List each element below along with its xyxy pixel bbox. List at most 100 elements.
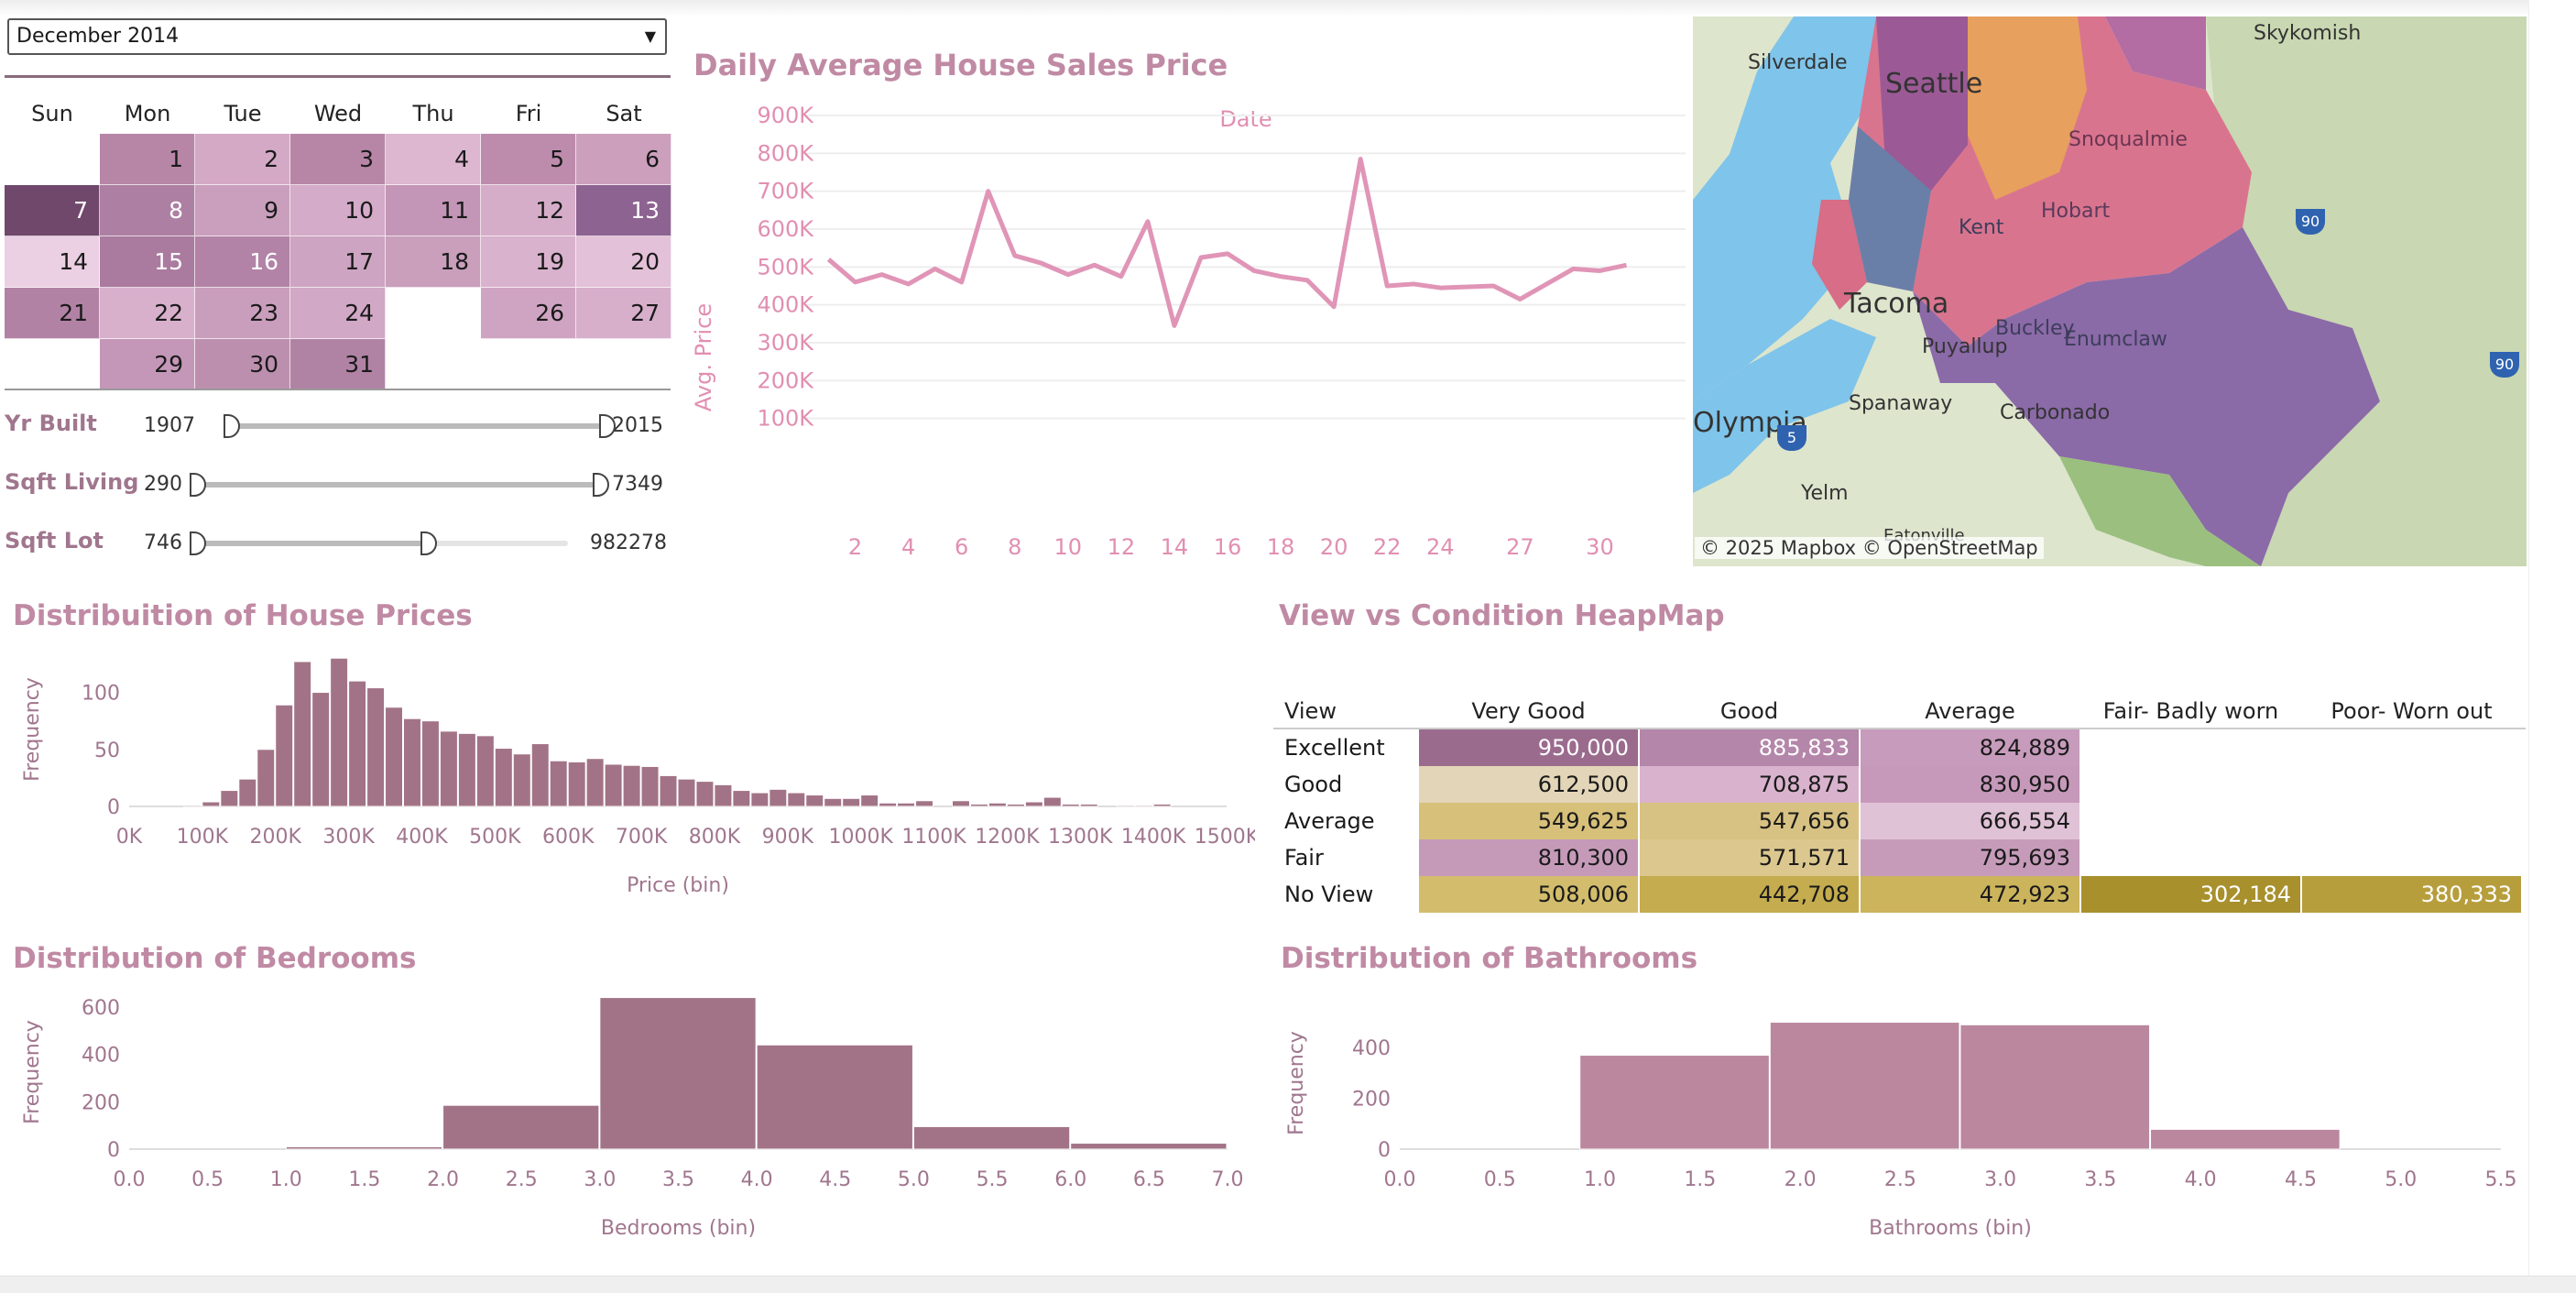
slider-min-handle[interactable] (190, 473, 206, 497)
histogram-bar[interactable] (293, 661, 312, 807)
histogram-bar[interactable] (530, 743, 550, 807)
heatmap-cell[interactable]: 547,656 (1640, 803, 1859, 839)
calendar-day-27[interactable]: 27 (576, 288, 671, 339)
histogram-bar[interactable] (275, 704, 294, 807)
map-view[interactable]: Skykomish Silverdale Seattle Snoqualmie … (1693, 16, 2527, 566)
histogram-bar[interactable] (366, 687, 386, 807)
calendar-day-31[interactable]: 31 (290, 339, 386, 390)
calendar-day-2[interactable]: 2 (195, 134, 290, 185)
calendar-day-7[interactable]: 7 (5, 185, 100, 236)
heatmap-cell[interactable]: 885,833 (1640, 729, 1859, 766)
histogram-bar[interactable] (787, 792, 806, 807)
month-dropdown[interactable]: December 2014 ▼ (7, 18, 667, 55)
histogram-bar[interactable] (1959, 1024, 2151, 1150)
calendar-day-4[interactable]: 4 (386, 134, 481, 185)
histogram-bar[interactable] (604, 763, 623, 807)
calendar-day-23[interactable]: 23 (195, 288, 290, 339)
calendar-day-15[interactable]: 15 (100, 236, 195, 288)
histogram-bar[interactable] (585, 758, 605, 807)
calendar-day-30[interactable]: 30 (195, 339, 290, 390)
histogram-bar[interactable] (695, 781, 715, 807)
histogram-bar[interactable] (805, 794, 824, 807)
histogram-bar[interactable] (677, 778, 696, 807)
histogram-bar[interactable] (238, 778, 257, 807)
calendar-day-18[interactable]: 18 (386, 236, 481, 288)
calendar-day-19[interactable]: 19 (481, 236, 576, 288)
calendar-day-16[interactable]: 16 (195, 236, 290, 288)
histogram-bar[interactable] (860, 794, 879, 807)
histogram-bar[interactable] (2150, 1128, 2341, 1150)
heatmap-cell[interactable]: 950,000 (1419, 729, 1638, 766)
heatmap-cell[interactable]: 708,875 (1640, 766, 1859, 803)
histogram-bar[interactable] (1579, 1055, 1770, 1150)
heatmap-cell[interactable]: 824,889 (1861, 729, 2079, 766)
heatmap-cell[interactable]: 666,554 (1861, 803, 2079, 839)
histogram-bar[interactable] (385, 707, 403, 807)
histogram-bar[interactable] (439, 730, 458, 807)
heatmap-cell[interactable]: 380,333 (2302, 876, 2521, 913)
histogram-bar[interactable] (457, 732, 476, 807)
heatmap-cell[interactable]: 612,500 (1419, 766, 1638, 803)
calendar-day-5[interactable]: 5 (481, 134, 576, 185)
histogram-bar[interactable] (330, 657, 349, 807)
histogram-bar[interactable] (1006, 804, 1025, 807)
histogram-bar[interactable] (220, 790, 239, 807)
heatmap-cell[interactable]: 442,708 (1640, 876, 1859, 913)
histogram-bar[interactable] (714, 783, 733, 807)
histogram-bar[interactable] (599, 997, 757, 1150)
histogram-bar[interactable] (969, 804, 988, 807)
map-attribution[interactable]: © 2025 Mapbox © OpenStreetMap (1695, 537, 2044, 559)
histogram-bar[interactable] (348, 680, 367, 807)
calendar-day-17[interactable]: 17 (290, 236, 386, 288)
histogram-bar[interactable] (879, 802, 898, 807)
price-line-series[interactable] (826, 157, 1628, 328)
calendar-day-20[interactable]: 20 (576, 236, 671, 288)
toolbar-bottom[interactable] (0, 1276, 2576, 1293)
histogram-bar[interactable] (952, 800, 970, 807)
heatmap-cell[interactable]: 571,571 (1640, 839, 1859, 876)
histogram-bar[interactable] (183, 805, 202, 807)
histogram-bar[interactable] (912, 1125, 1071, 1150)
histogram-bar[interactable] (750, 792, 770, 807)
calendar-day-21[interactable]: 21 (5, 288, 100, 339)
histogram-bar[interactable] (842, 797, 861, 807)
histogram-bar[interactable] (897, 802, 916, 807)
histogram-bar[interactable] (494, 748, 513, 807)
histogram-bar[interactable] (257, 749, 276, 807)
calendar-day-11[interactable]: 11 (386, 185, 481, 236)
heatmap-cell[interactable]: 795,693 (1861, 839, 2079, 876)
histogram-bar[interactable] (1769, 1022, 1960, 1150)
histogram-bar[interactable] (549, 760, 568, 807)
heatmap-cell[interactable]: 472,923 (1861, 876, 2079, 913)
heatmap-cell[interactable]: 810,300 (1419, 839, 1638, 876)
calendar-day-3[interactable]: 3 (290, 134, 386, 185)
slider-max-handle[interactable] (599, 414, 616, 438)
histogram-bar[interactable] (202, 801, 221, 807)
histogram-bar[interactable] (640, 765, 660, 807)
histogram-bar[interactable] (756, 1044, 913, 1150)
heatmap-cell[interactable]: 508,006 (1419, 876, 1638, 913)
calendar-day-24[interactable]: 24 (290, 288, 386, 339)
histogram-bar[interactable] (824, 797, 843, 807)
calendar-day-10[interactable]: 10 (290, 185, 386, 236)
histogram-bar[interactable] (420, 720, 440, 807)
histogram-bar[interactable] (512, 753, 531, 807)
king-county-map[interactable] (1693, 16, 2527, 566)
calendar-day-1[interactable]: 1 (100, 134, 195, 185)
heatmap-cell[interactable]: 830,950 (1861, 766, 2079, 803)
calendar-day-22[interactable]: 22 (100, 288, 195, 339)
histogram-bar[interactable] (1070, 1143, 1228, 1150)
heatmap-cell[interactable]: 549,625 (1419, 803, 1638, 839)
histogram-bar[interactable] (1116, 805, 1135, 807)
slider-min-handle[interactable] (224, 414, 240, 438)
histogram-bar[interactable] (732, 790, 751, 807)
calendar-day-8[interactable]: 8 (100, 185, 195, 236)
histogram-bar[interactable] (769, 788, 788, 807)
histogram-bar[interactable] (915, 800, 934, 807)
heatmap-cell[interactable]: 302,184 (2081, 876, 2300, 913)
histogram-bar[interactable] (659, 774, 678, 807)
histogram-bar[interactable] (1152, 804, 1172, 807)
histogram-bar[interactable] (567, 761, 586, 807)
histogram-bar[interactable] (311, 692, 331, 807)
histogram-bar[interactable] (442, 1104, 600, 1150)
